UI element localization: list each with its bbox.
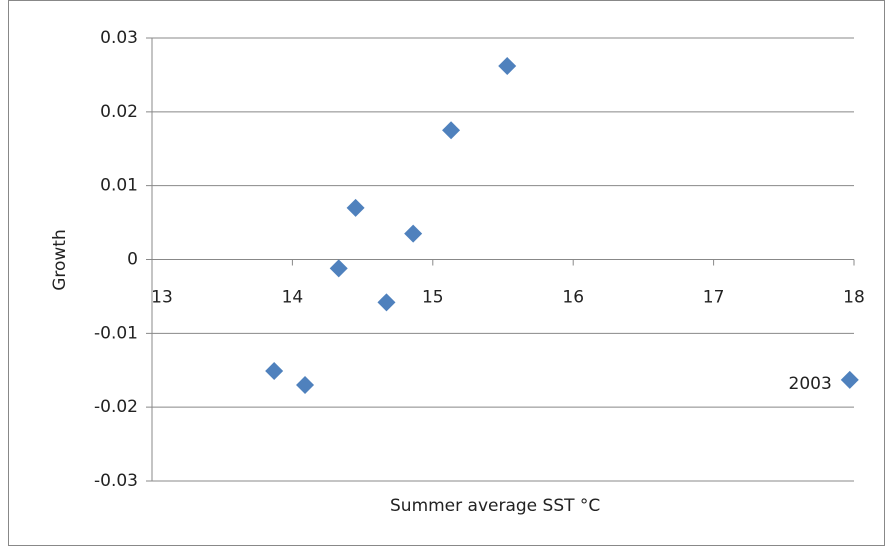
- point: [442, 121, 461, 140]
- y-tick-label: 0: [127, 250, 138, 270]
- y-tick-label: 0.01: [100, 176, 138, 196]
- point: [329, 259, 348, 278]
- annotation: 2003: [789, 374, 832, 394]
- point: [377, 293, 396, 312]
- point: [840, 370, 859, 389]
- y-tick-label: -0.01: [94, 323, 138, 343]
- point: [498, 57, 517, 76]
- y-axis-title: Growth: [50, 229, 70, 291]
- x-tick-label: 16: [562, 288, 584, 308]
- y-tick-label: -0.02: [94, 397, 138, 417]
- point: [404, 224, 423, 243]
- x-tick-label: 14: [282, 288, 304, 308]
- chart-frame: [8, 0, 885, 546]
- y-tick-label: 0.02: [100, 102, 138, 122]
- x-tick-label: 13: [151, 288, 173, 308]
- y-tick-label: 0.03: [100, 28, 138, 48]
- x-tick-label: 17: [703, 288, 725, 308]
- point: [296, 376, 315, 395]
- y-tick-label: -0.03: [94, 471, 138, 491]
- point: [346, 198, 365, 217]
- point: [265, 361, 284, 380]
- x-tick-label: 18: [843, 288, 865, 308]
- x-axis-title: Summer average SST °C: [390, 496, 600, 516]
- x-tick-label: 15: [422, 288, 444, 308]
